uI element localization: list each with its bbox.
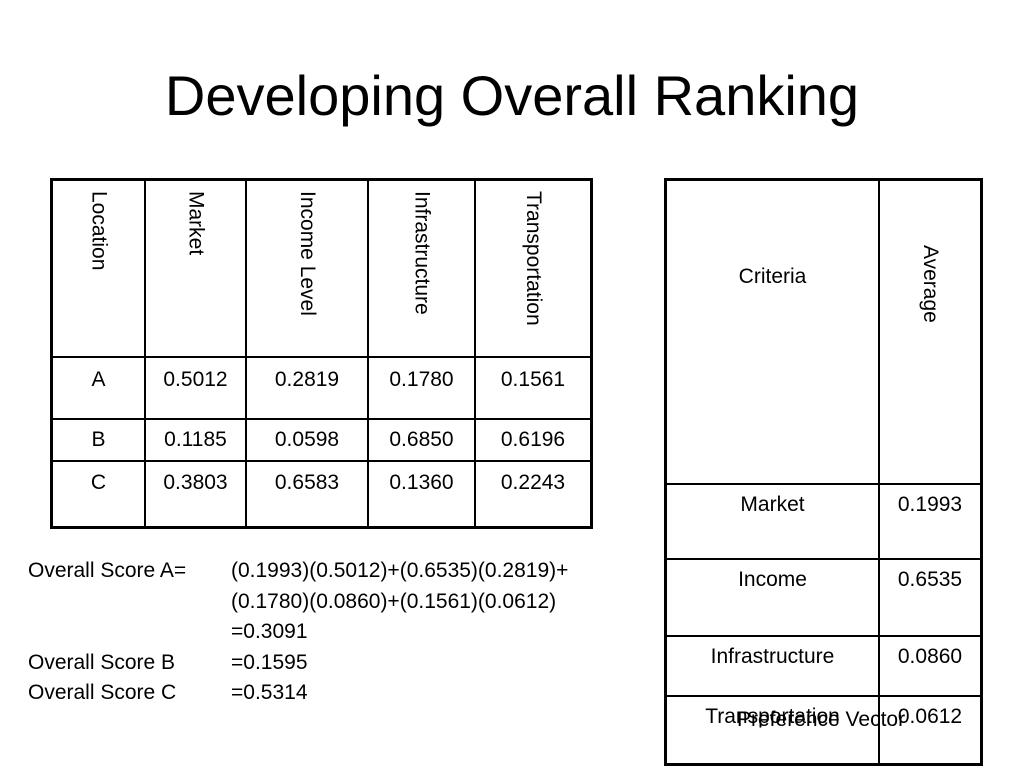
header-infrastructure: Infrastructure (410, 191, 434, 315)
page-title: Developing Overall Ranking (164, 64, 860, 127)
header-market: Market (184, 191, 208, 256)
table-row: Transportation 0.0612 (664, 695, 983, 766)
score-label: Overall Score B (28, 650, 176, 674)
score-label: Overall Score C (28, 681, 177, 704)
score-value: (0.1780)(0.0860)+(0.1561)(0.0612) (231, 589, 557, 613)
table-cell: B (50, 418, 146, 462)
header-average: Average (919, 245, 942, 323)
score-value: =0.1595 (231, 650, 308, 674)
table-cell: 0.1780 (367, 356, 476, 420)
table-cell: 0.1993 (878, 483, 983, 560)
table-cell: 0.1360 (367, 460, 476, 529)
header-cell: Transportation (474, 178, 593, 358)
location-criteria-table: Location Market Income Level Infrastruct… (50, 178, 593, 529)
table-cell: 0.3803 (144, 460, 247, 529)
header-cell: Income Level (245, 178, 369, 358)
table-cell: 0.6535 (878, 558, 983, 637)
header-income-level: Income Level (296, 191, 319, 316)
score-value: (0.1993)(0.5012)+(0.6535)(0.2819)+ (231, 559, 569, 582)
table-cell: Infrastructure (664, 635, 880, 697)
table-cell: A (50, 356, 146, 420)
score-value: =0.5314 (231, 681, 308, 704)
table-row: B 0.1185 0.0598 0.6850 0.6196 (50, 418, 593, 462)
table-row: Market 0.1993 (664, 483, 983, 560)
table-header-row: Location Market Income Level Infrastruct… (50, 178, 593, 358)
table-cell: Income (664, 558, 880, 637)
preference-vector-table: Criteria Average Market 0.1993 Income 0.… (664, 178, 983, 766)
score-value: =0.3091 (231, 620, 308, 643)
table-row: A 0.5012 0.2819 0.1780 0.1561 (50, 356, 593, 420)
header-cell: Infrastructure (367, 178, 476, 358)
table-cell: 0.6850 (367, 418, 476, 462)
header-cell: Location (50, 178, 146, 358)
table-cell: 0.2819 (245, 356, 369, 420)
table-cell: 0.1561 (474, 356, 593, 420)
header-location: Location (87, 191, 111, 271)
header-cell: Average (878, 178, 983, 485)
preference-vector-caption: Preference Vector (737, 708, 906, 731)
header-criteria: Criteria (664, 178, 880, 485)
table-cell: 0.0598 (245, 418, 369, 462)
table-header-row: Criteria Average (664, 178, 983, 485)
table-cell: 0.2243 (474, 460, 593, 529)
table-cell: 0.6583 (245, 460, 369, 529)
score-label: Overall Score A= (28, 559, 187, 582)
header-transportation: Transportation (522, 191, 545, 326)
table-cell: Transportation (664, 695, 880, 766)
table-row: Infrastructure 0.0860 (664, 635, 983, 697)
table-cell: 0.5012 (144, 356, 247, 420)
table-row: C 0.3803 0.6583 0.1360 0.2243 (50, 460, 593, 529)
table-cell: 0.0612 (878, 695, 983, 766)
table-cell: Market (664, 483, 880, 560)
table-cell: C (50, 460, 146, 529)
table-cell: 0.0860 (878, 635, 983, 697)
table-row: Income 0.6535 (664, 558, 983, 637)
table-cell: 0.1185 (144, 418, 247, 462)
header-cell: Market (144, 178, 247, 358)
table-cell: 0.6196 (474, 418, 593, 462)
